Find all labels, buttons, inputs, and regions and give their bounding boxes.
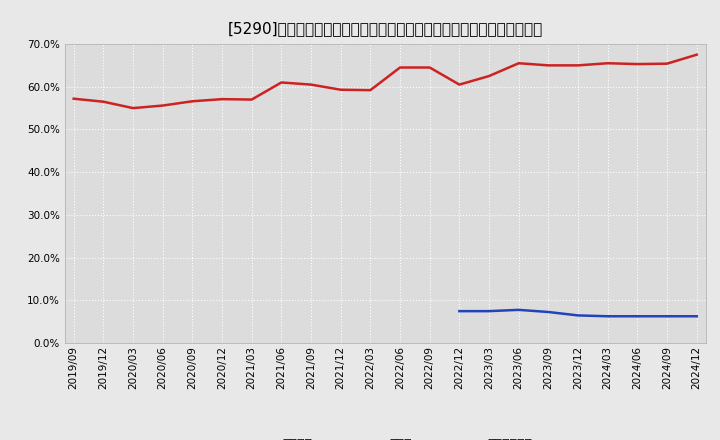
Line: 自己資本: 自己資本 (73, 55, 697, 108)
自己資本 (307, 82, 315, 87)
自己資本 (514, 61, 523, 66)
自己資本 (633, 62, 642, 67)
のれん (485, 308, 493, 314)
Title: [5290]　自己資本、のれん、繰延税金資産の総資産に対する比率の推移: [5290] 自己資本、のれん、繰延税金資産の総資産に対する比率の推移 (228, 21, 543, 36)
自己資本 (366, 88, 374, 93)
自己資本 (485, 73, 493, 79)
Line: のれん: のれん (459, 310, 697, 316)
自己資本 (248, 97, 256, 102)
のれん (544, 309, 553, 315)
自己資本 (188, 99, 197, 104)
のれん (514, 307, 523, 312)
のれん (633, 314, 642, 319)
Legend: 自己資本, のれん, 繰延税金資産: 自己資本, のれん, 繰延税金資産 (233, 433, 538, 440)
自己資本 (455, 82, 464, 87)
自己資本 (603, 61, 612, 66)
のれん (693, 314, 701, 319)
自己資本 (426, 65, 434, 70)
自己資本 (99, 99, 108, 104)
自己資本 (544, 63, 553, 68)
のれん (603, 314, 612, 319)
のれん (574, 313, 582, 318)
自己資本 (129, 106, 138, 111)
自己資本 (693, 52, 701, 57)
自己資本 (662, 61, 671, 66)
自己資本 (158, 103, 167, 108)
自己資本 (69, 96, 78, 101)
自己資本 (217, 96, 226, 102)
のれん (455, 308, 464, 314)
自己資本 (336, 87, 345, 92)
自己資本 (277, 80, 286, 85)
のれん (662, 314, 671, 319)
自己資本 (574, 63, 582, 68)
自己資本 (396, 65, 405, 70)
